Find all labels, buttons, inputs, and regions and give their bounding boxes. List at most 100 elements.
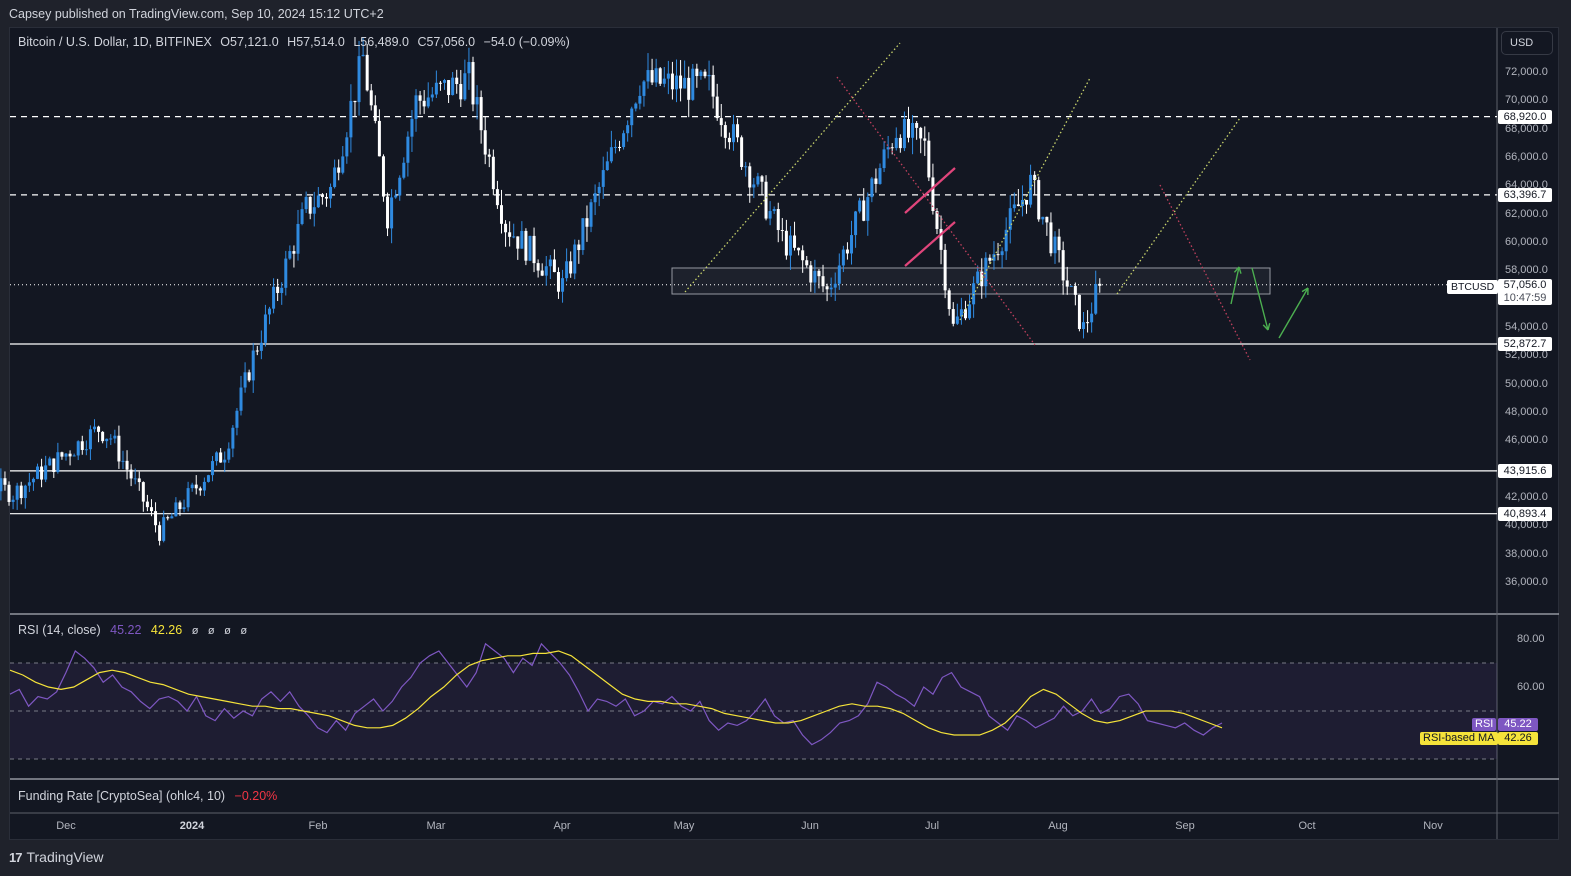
candle-body: [162, 517, 166, 541]
candle-body: [44, 465, 48, 480]
candle-body: [597, 186, 601, 194]
candle-body: [951, 309, 955, 324]
candle-body: [381, 156, 385, 197]
candle-body: [475, 97, 479, 105]
candle-body: [1025, 199, 1029, 205]
candle-body: [15, 485, 19, 500]
candle-body: [736, 124, 740, 138]
candle-body: [479, 97, 483, 131]
candle-body: [536, 263, 540, 271]
candle-body: [3, 478, 7, 485]
currency-button[interactable]: USD: [1501, 31, 1553, 55]
candle-body: [622, 133, 626, 148]
rsi-line: [9, 642, 1223, 746]
candle-body: [40, 466, 44, 480]
rsi-ma-value: 42.26: [150, 623, 183, 637]
rsi-axis-value: 45.22: [1498, 718, 1538, 731]
candle-body: [947, 290, 951, 310]
candle-body: [1065, 280, 1069, 287]
candle-body: [422, 100, 426, 107]
candle-body: [845, 249, 849, 254]
candle-body: [748, 166, 752, 188]
candle-body: [1061, 250, 1065, 281]
ohlc-low: L56,489.0: [353, 35, 409, 49]
candle-body: [793, 235, 797, 248]
candle-body: [117, 435, 121, 462]
candle-body: [1077, 294, 1081, 329]
candle-body: [377, 120, 381, 157]
candle-body: [247, 372, 251, 381]
time-tick: Mar: [426, 820, 446, 832]
candle-body: [858, 200, 862, 212]
candle-body: [60, 452, 64, 457]
candle-body: [691, 68, 695, 100]
candle-body: [206, 475, 210, 482]
candle-body: [821, 276, 825, 287]
candle-body: [886, 147, 890, 150]
tradingview-logo[interactable]: 17 TradingView: [9, 849, 104, 865]
candle-body: [1008, 208, 1012, 230]
candle-body: [443, 80, 447, 83]
time-tick: Jul: [924, 820, 940, 832]
candle-body: [959, 309, 963, 317]
candle-body: [589, 202, 593, 227]
candle-body: [471, 62, 475, 105]
candle-body: [679, 75, 683, 89]
level-price-tag: 63,396.7: [1498, 187, 1552, 202]
candle-body: [495, 189, 499, 206]
candle-body: [219, 452, 223, 463]
funding-legend: Funding Rate [CryptoSea] (ohlc4, 10) −0.…: [18, 789, 277, 803]
candle-body: [666, 73, 670, 79]
candle-body: [776, 209, 780, 231]
candle-body: [882, 149, 886, 169]
rsi-ma-line: [9, 650, 1223, 736]
candle-body: [1033, 174, 1037, 181]
price-tick: 36,000.0: [1505, 576, 1548, 588]
ohlc-high: H57,514.0: [287, 35, 345, 49]
level-price-tag: 43,915.6: [1498, 463, 1552, 478]
candle-body: [662, 78, 666, 84]
candle-body: [707, 74, 711, 77]
candle-body: [552, 259, 556, 273]
candle-body: [304, 196, 308, 210]
candle-body: [284, 258, 288, 288]
candle-body: [410, 118, 414, 137]
candle-body: [329, 186, 333, 199]
candle-body: [166, 517, 170, 519]
candle-body: [235, 410, 239, 428]
candle-body: [898, 137, 902, 149]
candle-body: [927, 140, 931, 178]
funding-title[interactable]: Funding Rate [CryptoSea] (ohlc4, 10): [18, 789, 226, 803]
candle-body: [764, 181, 768, 219]
symbol-title[interactable]: Bitcoin / U.S. Dollar, 1D, BITFINEX: [18, 35, 212, 49]
candle-body: [813, 270, 817, 283]
price-tick: 42,000.0: [1505, 491, 1548, 503]
rsi-title[interactable]: RSI (14, close): [18, 623, 101, 637]
candle-body: [1053, 236, 1057, 254]
symbol-tag: BTCUSD: [1447, 280, 1499, 294]
candle-body: [463, 73, 467, 100]
candle-body: [149, 507, 153, 512]
candle-body: [825, 286, 829, 290]
candle-body: [695, 68, 699, 77]
candle-body: [68, 453, 72, 457]
candle-body: [272, 286, 276, 309]
candle-body: [414, 95, 418, 119]
candle-body: [1037, 180, 1041, 220]
candle-body: [52, 458, 56, 472]
candle-body: [866, 197, 870, 221]
candle-body: [178, 502, 182, 510]
candle-body: [996, 254, 1000, 256]
candle-body: [943, 249, 947, 291]
price-tick: 72,000.0: [1505, 66, 1548, 78]
candle-body: [980, 271, 984, 287]
price-tick: 58,000.0: [1505, 264, 1548, 277]
candle-body: [711, 74, 715, 97]
candle-body: [854, 211, 858, 236]
price-tick: 62,000.0: [1505, 207, 1548, 220]
trendline-ascending: [959, 77, 1091, 321]
candle-body: [658, 68, 662, 84]
candle-body: [19, 485, 23, 499]
candle-body: [911, 122, 915, 138]
